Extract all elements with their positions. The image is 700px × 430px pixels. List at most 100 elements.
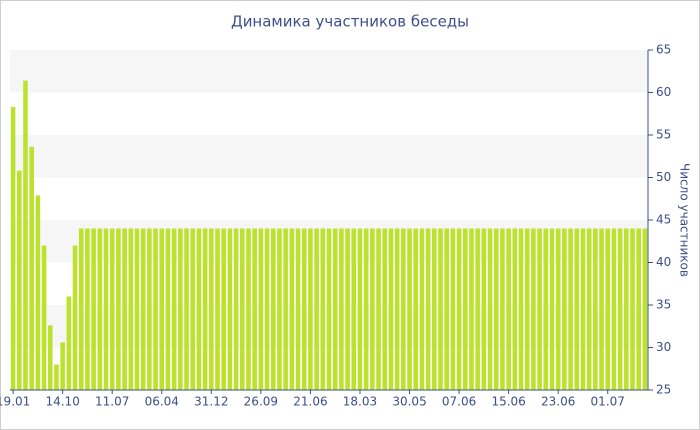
bar: [227, 228, 233, 390]
bar: [165, 228, 171, 390]
grid-band: [10, 50, 648, 93]
x-tick-label: 23.06: [541, 395, 575, 409]
bar: [617, 228, 623, 390]
bar: [562, 228, 567, 390]
bar: [493, 228, 499, 390]
bar: [190, 228, 196, 390]
bar: [289, 228, 295, 390]
bar: [103, 228, 109, 390]
bar: [363, 228, 369, 390]
bar: [91, 228, 96, 390]
x-tick-label: 07.06: [442, 395, 476, 409]
bar: [239, 228, 245, 390]
bar: [258, 228, 264, 390]
bar: [624, 228, 629, 390]
bar: [500, 228, 505, 390]
bar: [407, 228, 412, 390]
bar: [202, 228, 208, 390]
bar: [469, 228, 474, 390]
bar: [531, 228, 536, 390]
bar: [419, 228, 425, 390]
y-tick-label: 30: [656, 340, 671, 354]
bar: [524, 228, 530, 390]
bar: [16, 170, 22, 390]
x-tick-label: 18.03: [343, 395, 377, 409]
bar: [394, 228, 400, 390]
x-tick-label: 01.07: [591, 395, 625, 409]
bar: [29, 146, 34, 390]
y-tick-label: 45: [656, 213, 671, 227]
bar: [605, 228, 611, 390]
bar: [450, 228, 456, 390]
x-tick-label: 31.12: [194, 395, 228, 409]
y-tick-label: 25: [656, 383, 671, 397]
bar: [611, 228, 617, 390]
bar: [518, 228, 524, 390]
bar: [270, 228, 276, 390]
bar: [41, 245, 47, 390]
bar: [171, 228, 177, 390]
bar: [438, 228, 443, 390]
bar: [357, 228, 363, 390]
bar: [444, 228, 449, 390]
bar: [54, 364, 59, 390]
bar: [85, 228, 90, 390]
bar: [425, 228, 431, 390]
bar: [140, 228, 146, 390]
bar: [47, 325, 53, 390]
x-tick-label: 21.06: [293, 395, 327, 409]
bar: [401, 228, 406, 390]
grid-band: [10, 135, 648, 178]
bar: [72, 245, 78, 390]
bar: [568, 228, 573, 390]
x-tick-label: 14.10: [45, 395, 79, 409]
bar: [35, 195, 41, 390]
x-tick-label: 30.05: [392, 395, 426, 409]
bar: [184, 228, 189, 390]
bar: [481, 228, 487, 390]
chart-title: Динамика участников беседы: [231, 13, 469, 31]
y-axis-label: Число участников: [678, 163, 692, 277]
bar: [462, 228, 468, 390]
bar: [475, 228, 480, 390]
bar: [586, 228, 592, 390]
bar: [339, 228, 344, 390]
y-tick-label: 50: [656, 170, 671, 184]
bar: [134, 228, 140, 390]
bar: [308, 228, 313, 390]
bar: [506, 228, 511, 390]
bar: [109, 228, 115, 390]
y-tick-label: 35: [656, 298, 671, 312]
bar: [376, 228, 381, 390]
bar: [599, 228, 604, 390]
bar: [78, 228, 84, 390]
bar: [23, 80, 28, 390]
bar: [555, 228, 561, 390]
bar: [128, 228, 134, 390]
y-tick-label: 65: [656, 43, 671, 57]
bar: [326, 228, 332, 390]
bar: [314, 228, 319, 390]
x-tick-label: 19.01: [0, 395, 30, 409]
bar: [116, 228, 121, 390]
bar: [10, 106, 16, 390]
y-tick-label: 40: [656, 255, 671, 269]
bar: [122, 228, 127, 390]
bar: [196, 228, 202, 390]
bar: [512, 228, 518, 390]
bar: [215, 228, 220, 390]
bar: [60, 342, 65, 390]
bar: [382, 228, 388, 390]
x-tick-label: 15.06: [491, 395, 525, 409]
bar: [345, 228, 350, 390]
bar: [574, 228, 580, 390]
bar: [388, 228, 394, 390]
bar: [264, 228, 270, 390]
bar: [66, 296, 72, 390]
bar: [593, 228, 598, 390]
bar: [487, 228, 493, 390]
bar: [543, 228, 549, 390]
y-tick-label: 60: [656, 85, 671, 99]
